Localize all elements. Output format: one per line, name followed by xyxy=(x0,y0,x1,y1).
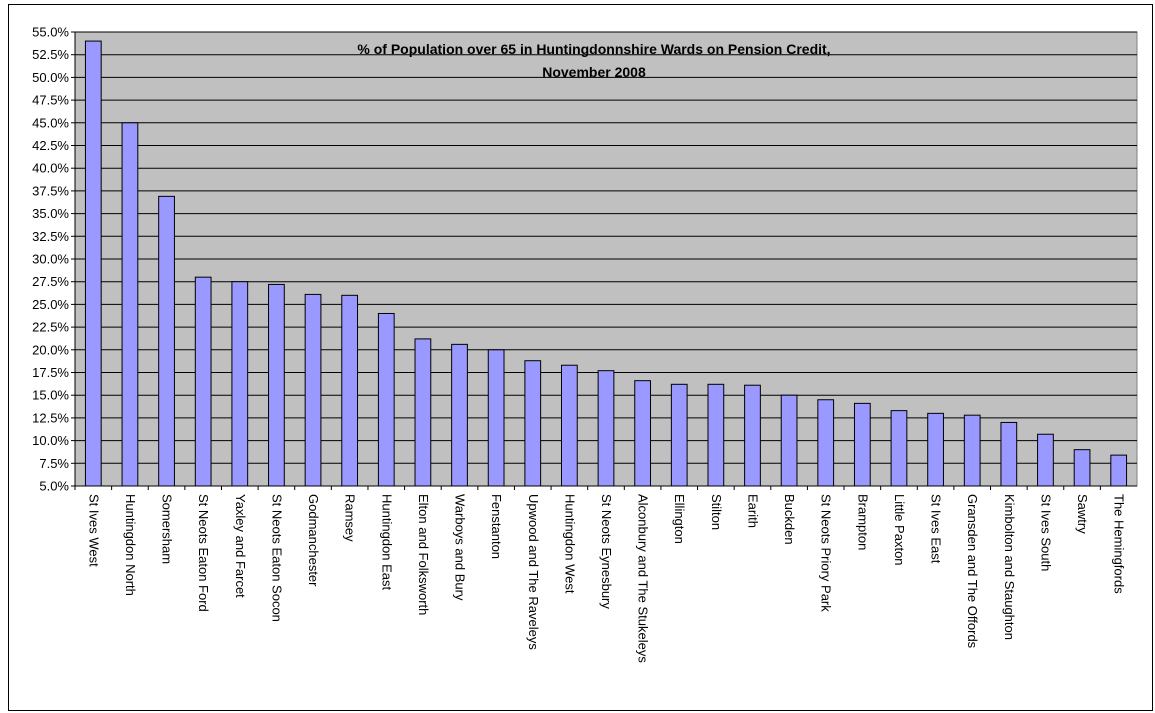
y-tick-label: 40.0% xyxy=(32,161,69,176)
y-tick-label: 17.5% xyxy=(32,365,69,380)
y-tick-label: 10.0% xyxy=(32,433,69,448)
y-tick-label: 47.5% xyxy=(32,93,69,108)
x-category-label: St Ives East xyxy=(929,494,944,564)
x-category-label: Ramsey xyxy=(343,494,358,542)
bar xyxy=(780,394,798,487)
x-category-label: Ellington xyxy=(672,494,687,544)
y-axis-ticks: 5.0% 7.5% 10.0% 12.5% 15.0% 17.5% 20.0% 22.5% 25… xyxy=(32,25,76,494)
x-category-label: Yaxley and Farcet xyxy=(233,494,248,598)
x-category-label: Huntingdon West xyxy=(562,494,577,594)
bar xyxy=(84,40,102,487)
bar xyxy=(341,294,359,487)
bar xyxy=(707,383,725,487)
bar xyxy=(853,402,871,487)
x-category-label: Stilton xyxy=(709,494,724,530)
bar xyxy=(524,360,542,487)
bar xyxy=(1110,454,1128,487)
y-tick-label: 15.0% xyxy=(32,388,69,403)
bar xyxy=(890,410,908,487)
y-tick-label: 7.5% xyxy=(39,456,69,471)
x-category-label: Kimbolton and Staughton xyxy=(1002,494,1017,640)
y-tick-label: 37.5% xyxy=(32,183,69,198)
y-tick-label: 22.5% xyxy=(32,320,69,335)
bar xyxy=(744,384,761,487)
y-tick-label: 35.0% xyxy=(32,206,69,221)
bar xyxy=(561,364,578,487)
x-category-label: Earith xyxy=(745,494,760,528)
chart-title-line-2: November 2008 xyxy=(542,64,646,80)
bar xyxy=(194,276,212,487)
x-category-label: Fenstanton xyxy=(489,494,504,559)
y-tick-label: 25.0% xyxy=(32,297,69,312)
bar xyxy=(1073,449,1091,487)
x-category-label: Huntingdon North xyxy=(123,494,138,596)
x-category-label: Alconbury and The Stukeleys xyxy=(636,494,651,663)
y-tick-label: 30.0% xyxy=(32,252,69,267)
bars xyxy=(84,40,1128,487)
x-category-label: Brampton xyxy=(855,494,870,550)
x-category-label: Gransden and The Offords xyxy=(965,494,980,649)
bar xyxy=(451,343,468,487)
x-category-label: Warboys and Bury xyxy=(453,494,468,601)
bar xyxy=(377,312,395,487)
x-category-label: St Ives West xyxy=(86,494,101,567)
bar xyxy=(1000,421,1018,487)
x-category-label: St Neots Eaton Socon xyxy=(269,494,284,622)
bar xyxy=(927,412,944,487)
bar xyxy=(158,195,175,487)
y-tick-label: 32.5% xyxy=(32,229,69,244)
x-category-label: St Neots Eaton Ford xyxy=(196,494,211,612)
y-tick-label: 27.5% xyxy=(32,274,69,289)
y-tick-label: 52.5% xyxy=(32,47,69,62)
chart-frame: 5.0% 7.5% 10.0% 12.5% 15.0% 17.5% 20.0% 22.5% 25… xyxy=(8,4,1153,711)
bar xyxy=(670,383,688,487)
x-category-label: St Neots Eynesbury xyxy=(599,494,614,609)
x-axis-categories: St Ives West Huntingdon North Somersham St … xyxy=(74,485,1137,663)
x-category-label: Godmanchester xyxy=(306,494,321,587)
x-category-label: Upwood and The Raveleys xyxy=(526,494,541,650)
bar-chart: 5.0% 7.5% 10.0% 12.5% 15.0% 17.5% 20.0% 22.5% 25… xyxy=(32,25,1138,663)
bar xyxy=(487,349,505,487)
y-tick-label: 42.5% xyxy=(32,138,69,153)
bar xyxy=(121,122,139,487)
y-tick-label: 55.0% xyxy=(32,25,69,40)
bar xyxy=(268,283,285,487)
x-category-label: The Hemingfords xyxy=(1112,494,1127,594)
x-category-label: Little Paxton xyxy=(892,494,907,566)
bar xyxy=(304,293,322,487)
bar xyxy=(817,399,835,487)
x-category-label: St Neots Priory Park xyxy=(819,494,834,612)
chart-title-line-1: % of Population over 65 in Huntingdonnsh… xyxy=(357,41,830,57)
x-category-label: Elton and Folksworth xyxy=(416,494,431,615)
x-category-label: Huntingdon East xyxy=(379,494,394,591)
y-tick-label: 5.0% xyxy=(39,479,69,494)
y-tick-label: 50.0% xyxy=(32,70,69,85)
x-category-label: Buckden xyxy=(782,494,797,545)
bar xyxy=(1037,433,1054,487)
bar xyxy=(231,281,249,487)
bar xyxy=(597,370,615,487)
x-category-label: St Ives South xyxy=(1038,494,1053,571)
y-tick-label: 20.0% xyxy=(32,342,69,357)
x-category-label: Somersham xyxy=(160,494,175,564)
y-tick-label: 45.0% xyxy=(32,115,69,130)
y-tick-label: 12.5% xyxy=(32,410,69,425)
bar xyxy=(634,380,651,487)
bar xyxy=(414,338,432,487)
x-category-label: Sawtry xyxy=(1075,494,1090,534)
bar xyxy=(963,414,981,487)
